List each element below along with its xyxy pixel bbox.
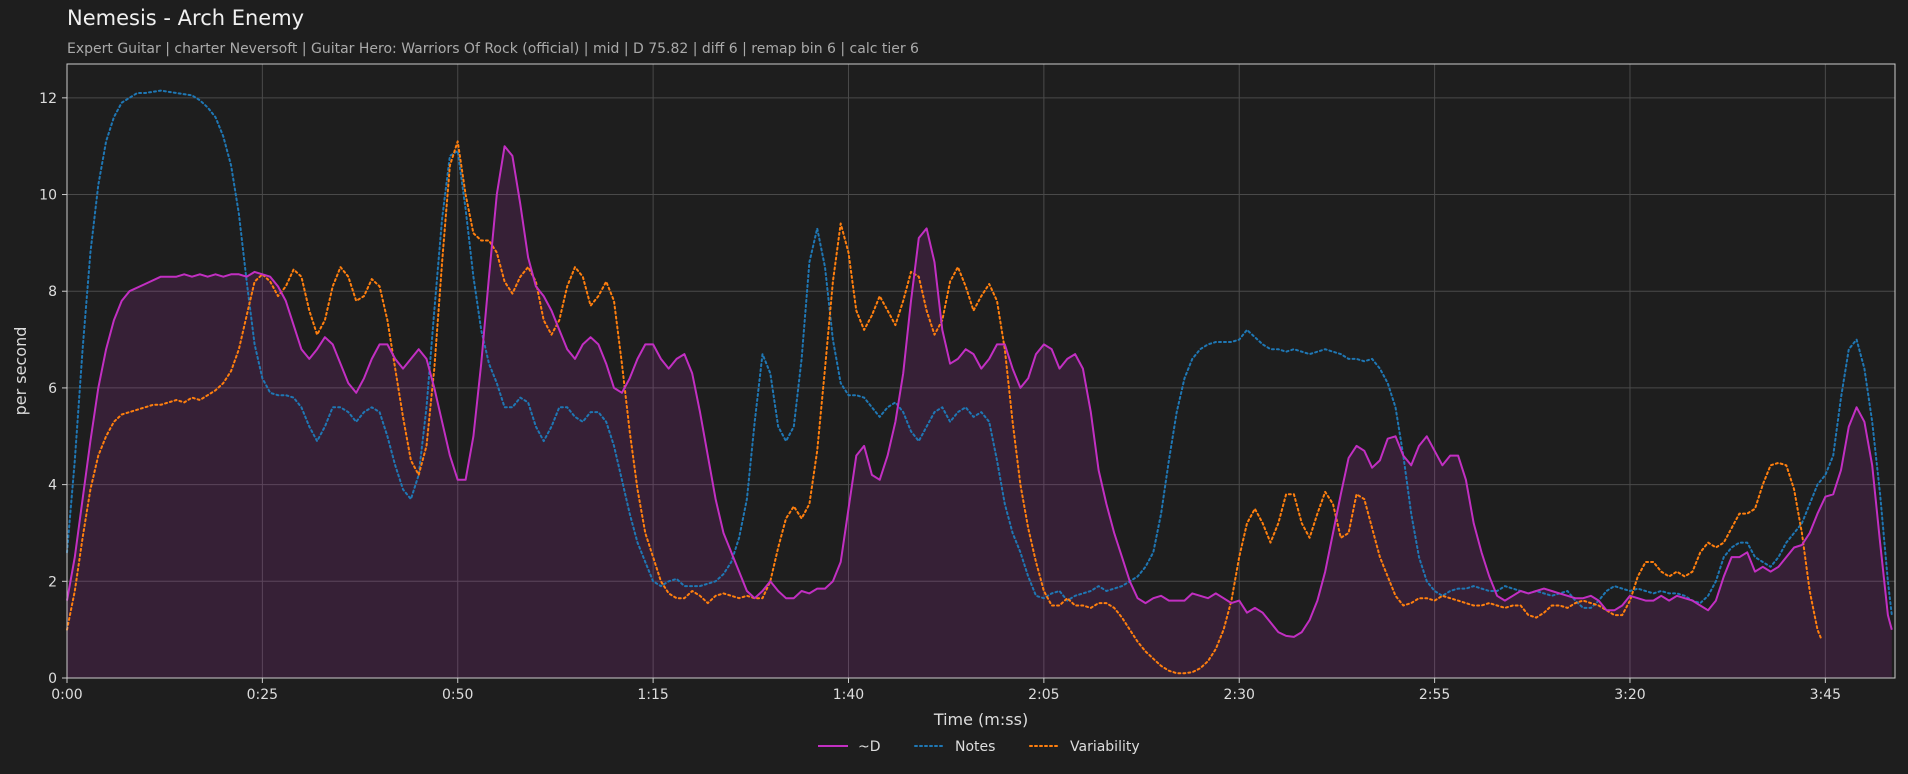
x-tick-label: 3:20 — [1614, 687, 1645, 703]
x-tick-label: 1:40 — [833, 687, 864, 703]
y-axis-ticks: 0 2 4 6 8 10 12 — [39, 91, 67, 687]
y-tick-label: 6 — [48, 381, 57, 397]
series-fill-layer — [67, 146, 1892, 678]
x-tick-label: 0:25 — [247, 687, 278, 703]
legend: ~D Notes Variability — [818, 739, 1140, 755]
x-axis-ticks: 0:00 0:25 0:50 1:15 1:40 2:05 2:30 2:55 3:20 3:45 — [51, 678, 1841, 703]
y-tick-label: 12 — [39, 91, 57, 107]
series-lines-layer — [66, 89, 1893, 675]
y-tick-label: 8 — [48, 284, 57, 300]
y-tick-label: 0 — [48, 671, 57, 687]
y-tick-label: 2 — [48, 574, 57, 590]
legend-item-1: Notes — [914, 739, 995, 755]
x-tick-label: 3:45 — [1810, 687, 1841, 703]
chart-subtitle: Expert Guitar | charter Neversoft | Guit… — [67, 41, 919, 57]
x-tick-label: 0:50 — [442, 687, 473, 703]
y-axis-label: per second — [11, 327, 30, 416]
x-tick-label: 2:30 — [1224, 687, 1255, 703]
legend-item-2: Variability — [1029, 739, 1140, 755]
series-line-2 — [66, 140, 1823, 675]
chart-title: Nemesis - Arch Enemy — [67, 6, 305, 30]
plot-frame — [66, 63, 1896, 679]
y-tick-label: 10 — [39, 188, 57, 204]
legend-label: ~D — [858, 739, 881, 755]
legend-label: Notes — [955, 739, 995, 755]
legend-item-0: ~D — [818, 739, 881, 755]
x-tick-label: 2:05 — [1028, 687, 1059, 703]
x-tick-label: 0:00 — [51, 687, 82, 703]
x-tick-label: 2:55 — [1419, 687, 1450, 703]
legend-label: Variability — [1070, 739, 1140, 755]
x-tick-label: 1:15 — [637, 687, 668, 703]
x-axis-label: Time (m:ss) — [933, 710, 1028, 729]
series-line-0 — [66, 145, 1893, 638]
y-tick-label: 4 — [48, 478, 57, 494]
series-fill-0 — [67, 146, 1892, 678]
